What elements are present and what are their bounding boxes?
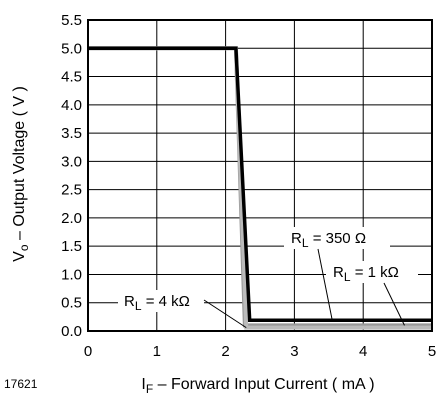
y-axis-label-rest: – Output Voltage ( V ) bbox=[11, 86, 28, 244]
y-tick-label: 3.5 bbox=[61, 125, 82, 142]
x-tick-label: 1 bbox=[153, 343, 161, 360]
annotation-leader-line bbox=[383, 282, 405, 326]
figure-id: 17621 bbox=[4, 377, 38, 391]
series-line bbox=[88, 46, 432, 330]
y-tick-labels: 0.0 0.5 1.0 1.5 2.0 2.5 3.0 3.5 4.0 4.5 5.0 5.5 bbox=[61, 12, 82, 340]
x-tick-label: 0 bbox=[84, 343, 92, 360]
y-tick-label: 5.5 bbox=[61, 12, 82, 29]
grid bbox=[87, 19, 433, 332]
y-tick-label: 4.0 bbox=[61, 97, 82, 114]
y-tick-label: 0.0 bbox=[61, 323, 82, 340]
annotation-main: R bbox=[333, 264, 344, 281]
annotation-label: RL = 1 kΩ bbox=[333, 264, 399, 284]
annotation-leader-line bbox=[317, 248, 333, 321]
annotation-sub: L bbox=[302, 236, 309, 250]
annotation-sub: L bbox=[344, 270, 351, 284]
y-axis-label: Vo – Output Voltage ( V ) bbox=[11, 86, 31, 262]
annotation-sub: L bbox=[135, 299, 142, 313]
annotation-rest: = 350 Ω bbox=[309, 230, 367, 247]
annotation-leader-line bbox=[203, 299, 247, 329]
annotation-background bbox=[118, 290, 204, 312]
x-axis-label-rest: – Forward Input Current ( mA ) bbox=[153, 376, 374, 393]
annotation-background bbox=[326, 261, 418, 283]
y-tick-label: 1.5 bbox=[61, 238, 82, 255]
x-tick-label: 4 bbox=[359, 343, 367, 360]
annotation-label: RL = 4 kΩ bbox=[124, 293, 190, 313]
x-tick-label: 3 bbox=[290, 343, 298, 360]
series-layer bbox=[88, 46, 432, 330]
y-tick-label: 3.0 bbox=[61, 153, 82, 170]
annotation-label: RL = 350 Ω bbox=[291, 230, 366, 250]
x-axis-label: IF – Forward Input Current ( mA ) bbox=[141, 376, 374, 396]
annotation-background bbox=[284, 227, 390, 249]
annotation-rest: = 1 kΩ bbox=[351, 264, 399, 281]
annotation-rest: = 4 kΩ bbox=[142, 293, 190, 310]
y-tick-label: 2.5 bbox=[61, 182, 82, 199]
y-tick-label: 4.5 bbox=[61, 69, 82, 86]
x-tick-label: 2 bbox=[221, 343, 229, 360]
plot-frame bbox=[87, 19, 433, 332]
y-tick-label: 0.5 bbox=[61, 295, 82, 312]
y-tick-label: 5.0 bbox=[61, 40, 82, 57]
y-axis-label-main: V bbox=[11, 251, 28, 262]
x-tick-label: 5 bbox=[428, 343, 436, 360]
y-axis-label-sub: o bbox=[17, 244, 31, 251]
x-tick-labels: 0 1 2 3 4 5 bbox=[84, 343, 436, 360]
y-tick-label: 1.0 bbox=[61, 266, 82, 283]
annotation-main: R bbox=[124, 293, 135, 310]
annotation-main: R bbox=[291, 230, 302, 247]
x-axis-label-main: I bbox=[141, 376, 145, 393]
x-axis-label-sub: F bbox=[146, 382, 153, 396]
series-line bbox=[88, 46, 432, 323]
y-tick-label: 2.0 bbox=[61, 210, 82, 227]
series-line bbox=[88, 46, 432, 328]
